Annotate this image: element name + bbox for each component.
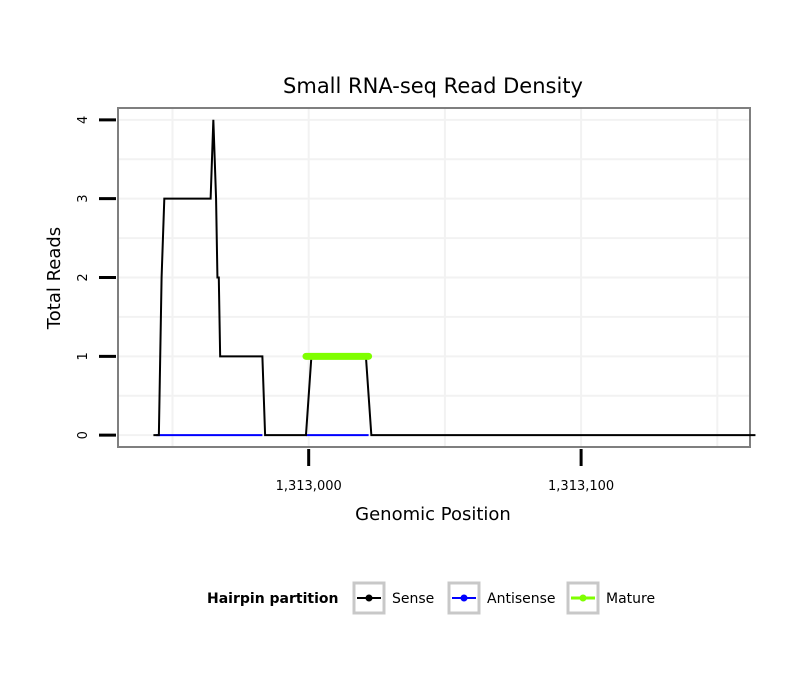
series-layer — [153, 119, 756, 437]
y-tick-label: 0 — [76, 431, 91, 439]
y-tick-label: 3 — [76, 195, 91, 203]
legend-key-antisense — [447, 581, 481, 615]
x-axis-title: Genomic Position — [355, 504, 511, 525]
legend-title: Hairpin partition — [207, 591, 338, 607]
x-tick-label: 1,313,100 — [548, 479, 614, 494]
legend-key-mature — [566, 581, 600, 615]
y-tick-label: 4 — [76, 116, 91, 124]
legend-label-antisense: Antisense — [487, 591, 556, 607]
y-axis-title: Total Reads — [44, 227, 65, 330]
legend: Hairpin partition Sense Antisense Mature — [207, 581, 655, 615]
legend-label-sense: Sense — [392, 591, 434, 607]
legend-label-mature: Mature — [606, 591, 655, 607]
legend-key-sense — [352, 581, 386, 615]
axes: 0 1 2 3 4 1,313,000 1,313,100 — [76, 116, 614, 494]
y-tick-label: 1 — [76, 352, 91, 360]
chart-title: Small RNA-seq Read Density — [283, 74, 583, 98]
y-tick-label: 2 — [76, 273, 91, 281]
x-tick-label: 1,313,000 — [276, 479, 342, 494]
gridlines — [119, 109, 749, 446]
